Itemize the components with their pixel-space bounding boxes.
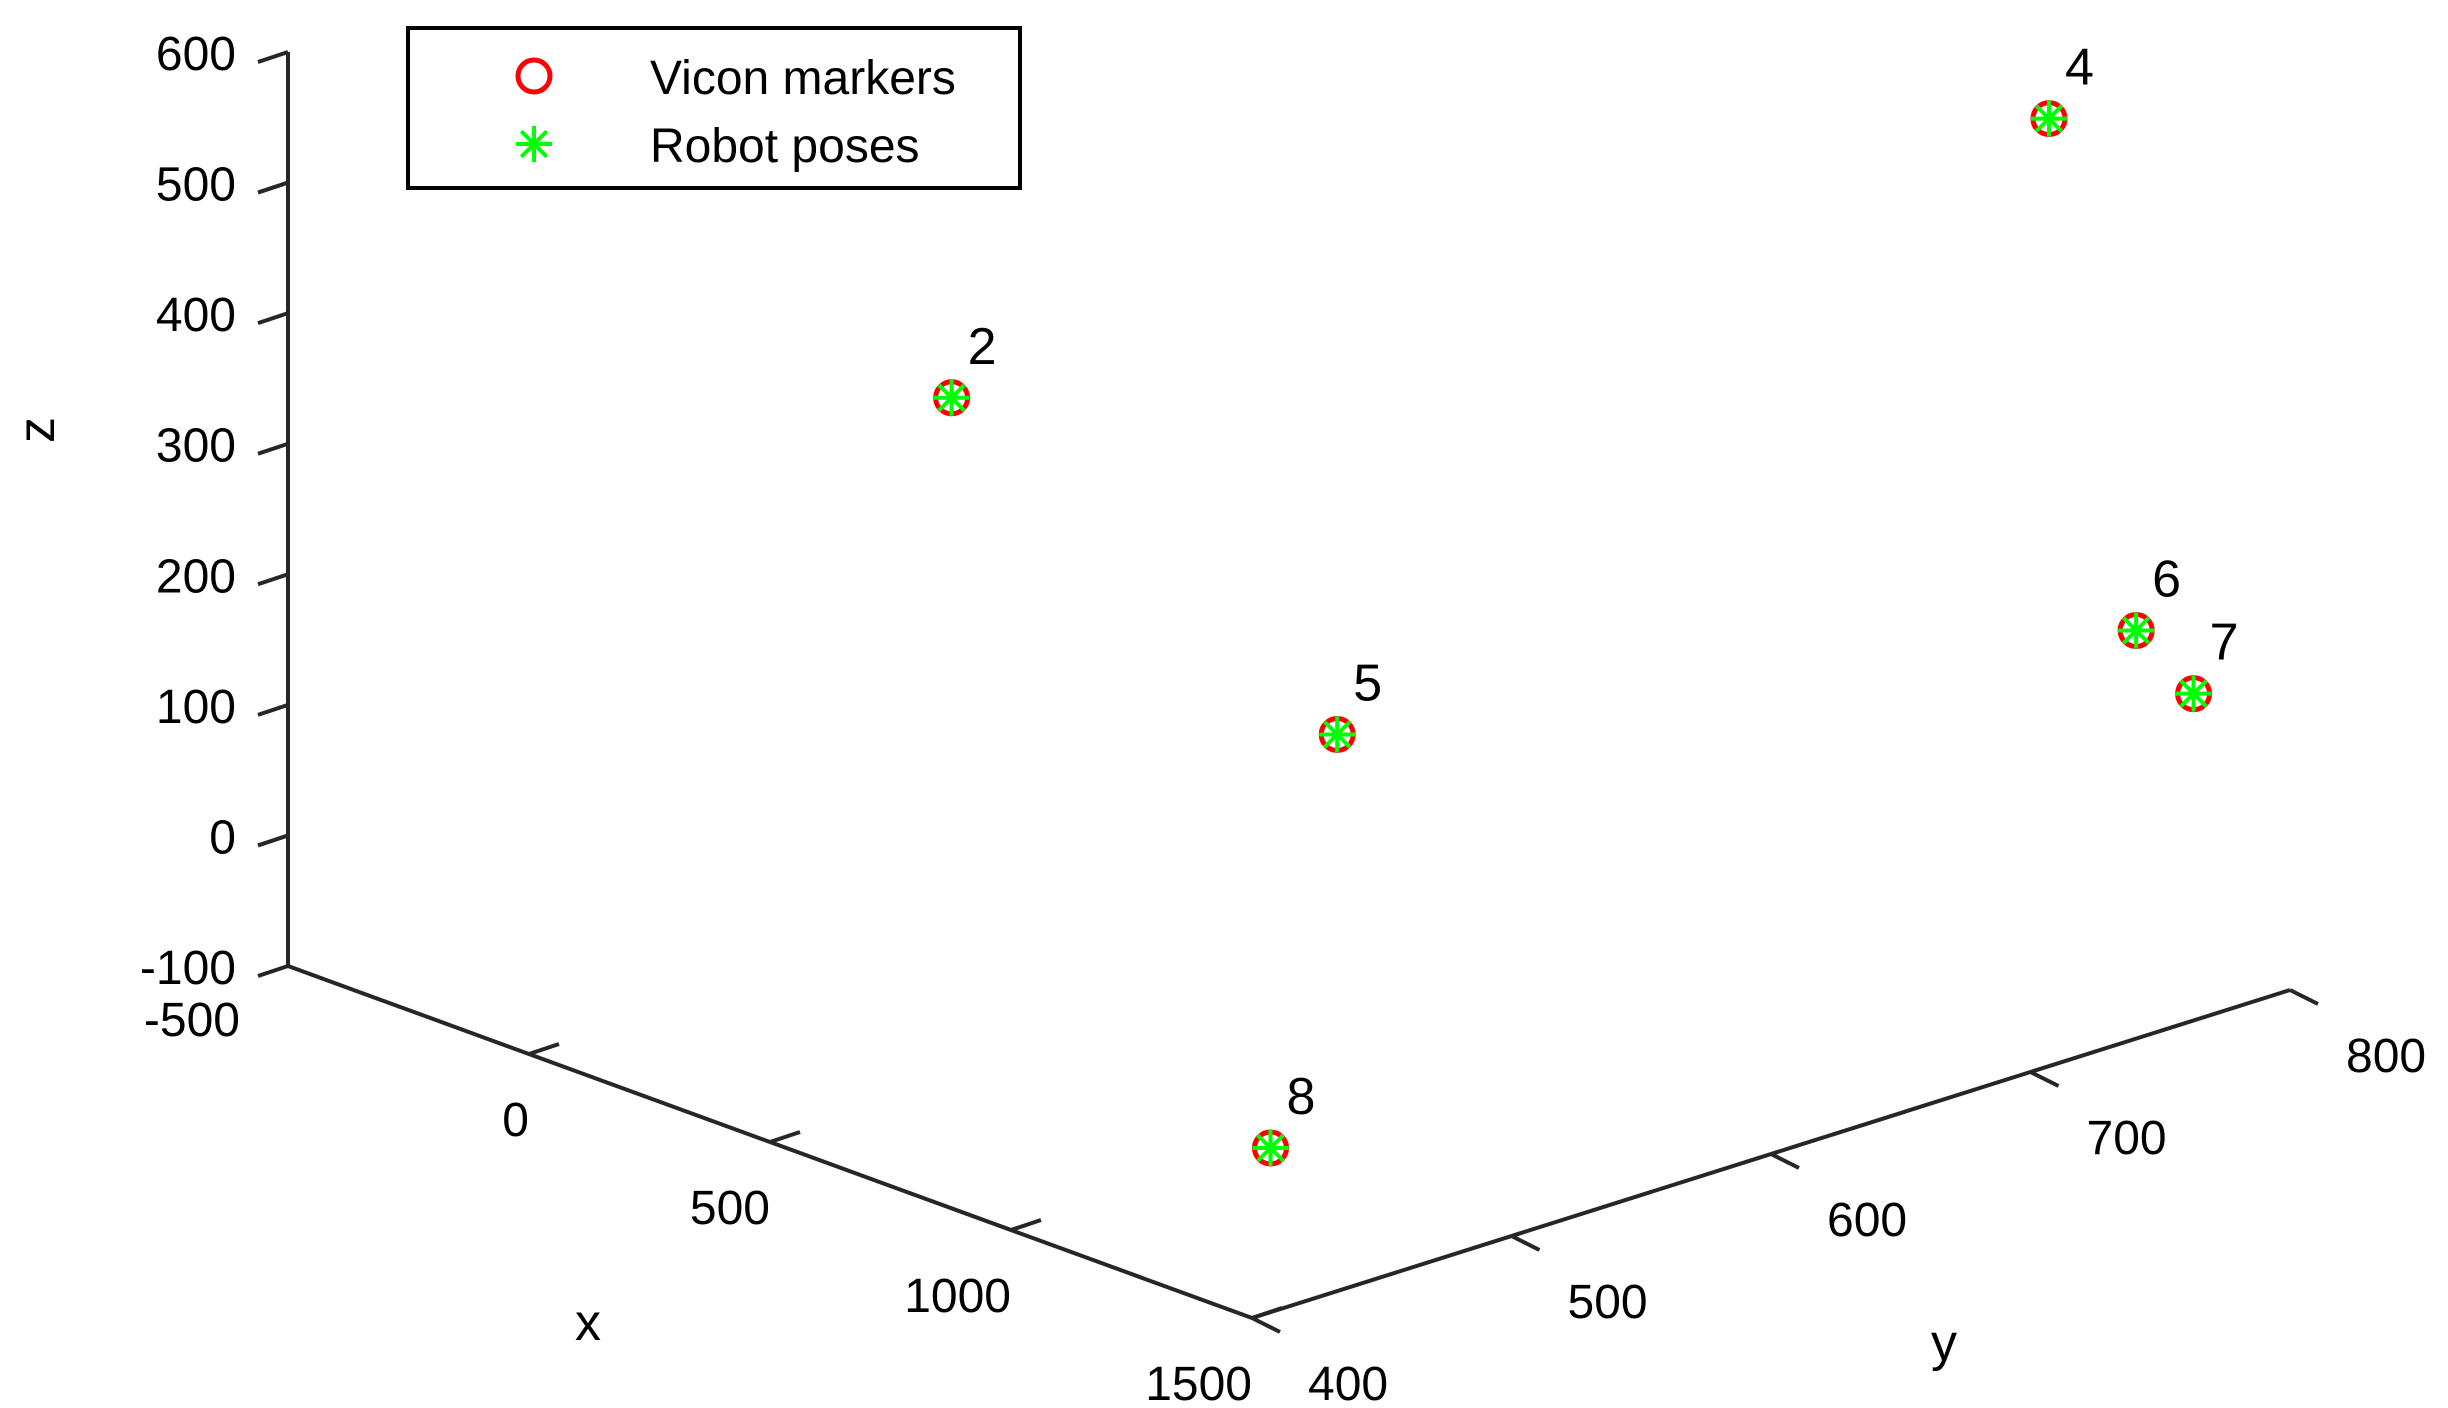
x-axis-label: x [575,1294,601,1352]
point-label: 7 [2210,614,2239,672]
z-tick [257,964,289,978]
data-points: 12345678 [933,39,2239,1167]
y-tick-label: 800 [2346,1030,2426,1083]
z-tick-label: 500 [156,159,236,212]
legend-circle-icon [515,57,553,95]
y-tick [1770,1152,1800,1170]
y-axis-label: y [1931,1314,1957,1372]
z-axis-label: z [8,417,66,443]
x-tick-label: 1500 [1145,1358,1252,1408]
y-tick-label: 700 [2087,1112,2167,1165]
robot-pose-marker [2118,612,2155,649]
robot-pose-marker [2031,100,2067,137]
legend-label: Vicon markers [650,52,956,105]
z-tick [257,572,289,587]
y-tick [1251,1316,1281,1334]
x-tick [769,1130,801,1144]
z-tick-label: 400 [156,289,236,342]
z-tick-label: 300 [156,420,236,473]
x-tick-label: 500 [690,1182,770,1235]
data-point-2: 2 [933,318,997,417]
y-tick-label: 600 [1827,1194,1907,1247]
data-point-8: 8 [1252,1068,1316,1167]
z-tick [257,50,289,64]
y-tick-label: 400 [1308,1358,1388,1408]
x-tick [528,1042,560,1056]
robot-pose-marker [1252,1130,1289,1166]
z-tick [257,441,289,456]
z-tick [257,180,289,195]
point-label: 8 [1287,1068,1316,1126]
x-tick [1010,1218,1042,1232]
z-tick-label: -100 [140,942,236,995]
z-tick-label: 600 [156,28,236,81]
point-label: 6 [2152,550,2181,608]
point-label: 5 [1353,654,1382,712]
z-tick-label: 200 [156,550,236,603]
z-tick [257,833,289,848]
x-tick-label: 1000 [904,1270,1011,1323]
legend-box [406,26,1022,190]
y-tick [1510,1234,1541,1252]
x-tick-label: 0 [502,1094,529,1147]
data-point-5: 5 [1318,654,1382,753]
y-tick [2289,988,2319,1006]
data-point-7: 7 [2175,614,2239,713]
axes: x y z [8,52,2291,1372]
data-point-4: 4 [2030,39,2094,138]
x-tick-label: -500 [144,994,240,1047]
legend-entry-2: Robot poses [516,120,920,173]
axis-ticks: -100 0 100 200 300 400 500 600 -500 0 500 1000 1500 4… [140,28,2426,1408]
z-tick-label: 100 [156,681,236,734]
legend: Vicon markers Robot poses [406,26,1022,190]
robot-pose-marker [933,379,970,416]
legend-asterisk-icon [516,126,552,162]
data-point-6: 6 [2117,550,2181,649]
z-tick-label: 0 [209,811,236,864]
point-label: 2 [968,318,997,376]
x-tick [1251,1306,1283,1320]
z-tick [257,702,289,717]
robot-pose-marker [2175,675,2212,712]
point-label: 4 [2065,39,2094,97]
y-tick-label: 500 [1568,1276,1648,1329]
y-tick [2029,1070,2060,1088]
robot-pose-marker [1319,716,1356,753]
legend-entry-1: Vicon markers [515,52,956,105]
z-tick [257,311,289,326]
legend-label: Robot poses [650,120,920,173]
